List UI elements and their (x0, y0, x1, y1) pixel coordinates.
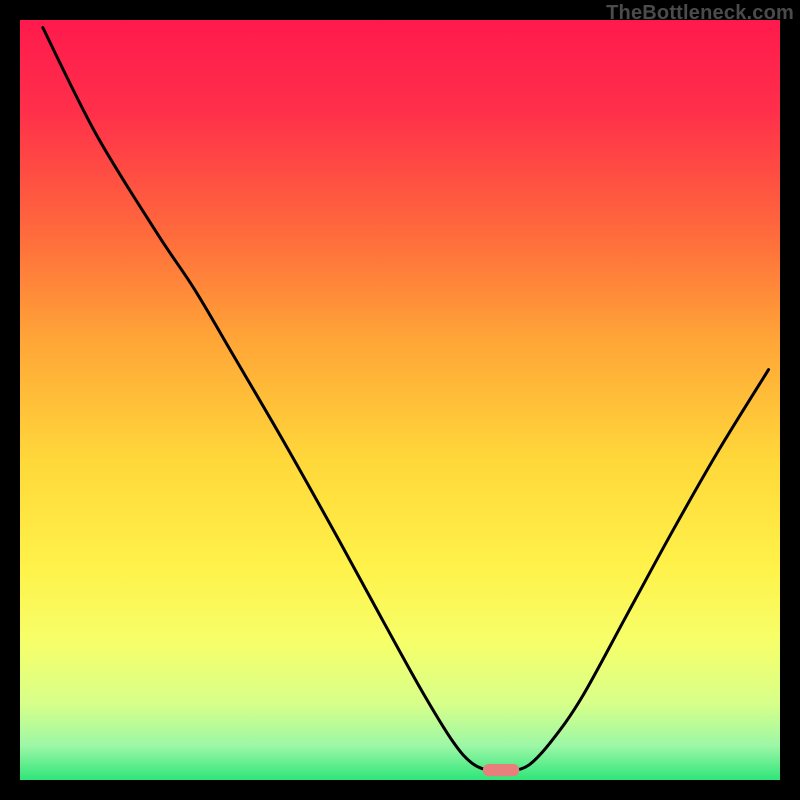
bottleneck-chart: TheBottleneck.com (0, 0, 800, 800)
chart-background (20, 20, 780, 780)
chart-svg (0, 0, 800, 800)
watermark-text: TheBottleneck.com (606, 2, 794, 25)
minimum-marker (483, 764, 519, 776)
